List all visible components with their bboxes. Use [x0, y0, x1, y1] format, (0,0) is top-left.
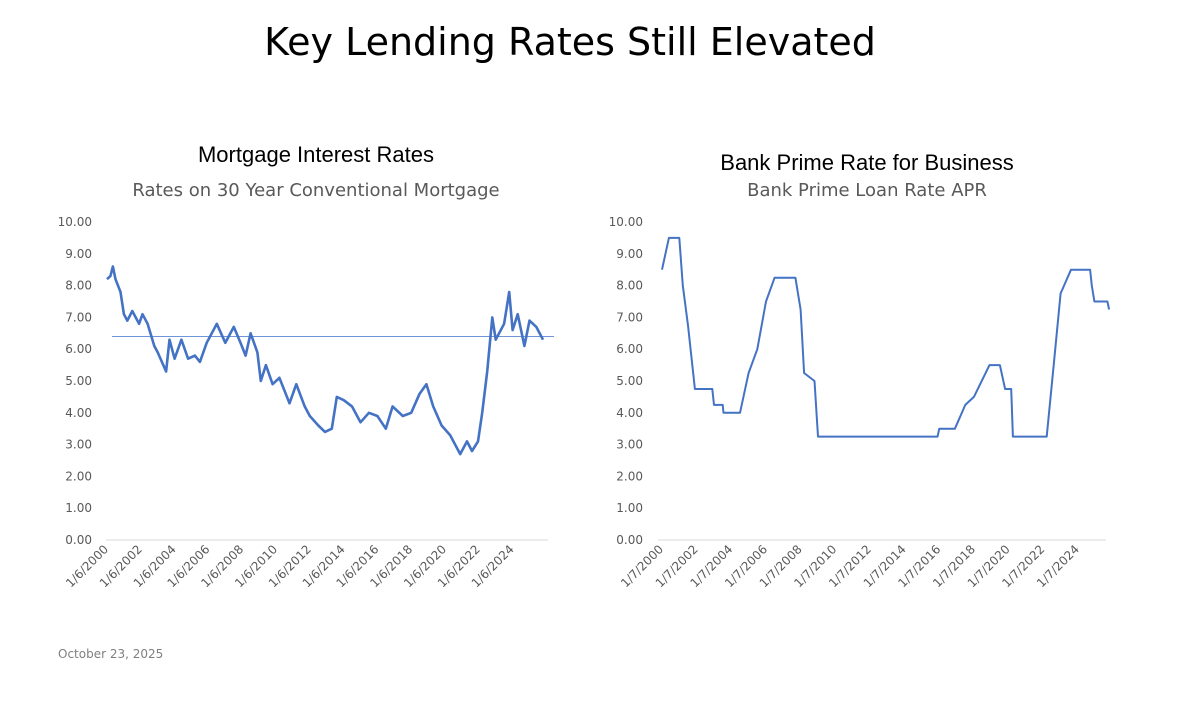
mortgage-y-tick-label: 9.00 [65, 247, 92, 261]
prime-y-tick-label: 0.00 [616, 533, 643, 547]
prime-y-tick-label: 10.00 [609, 215, 643, 229]
slide-title: Key Lending Rates Still Elevated [264, 20, 876, 64]
prime-y-tick-label: 3.00 [616, 438, 643, 452]
prime-y-tick-label: 2.00 [616, 469, 643, 483]
mortgage-y-tick-label: 10.00 [58, 215, 92, 229]
mortgage-chart-subtitle: Rates on 30 Year Conventional Mortgage [132, 180, 500, 201]
mortgage-y-tick-label: 6.00 [65, 342, 92, 356]
mortgage-y-tick-label: 8.00 [65, 279, 92, 293]
prime-series-line [661, 236, 1111, 438]
mortgage-chart-title: Mortgage Interest Rates [197, 142, 434, 167]
prime-y-tick-label: 9.00 [616, 247, 643, 261]
prime-y-tick-label: 4.00 [616, 406, 643, 420]
mortgage-y-tick-label: 7.00 [65, 310, 92, 324]
slide-date: October 23, 2025 [58, 647, 164, 661]
prime-chart-subtitle: Bank Prime Loan Rate APR [747, 180, 987, 201]
prime-y-tick-label: 5.00 [616, 374, 643, 388]
prime-y-tick-label: 6.00 [616, 342, 643, 356]
prime-chart-title: Bank Prime Rate for Business [720, 150, 1014, 175]
prime-y-tick-label: 1.00 [616, 501, 643, 515]
prime-y-tick-label: 7.00 [616, 310, 643, 324]
mortgage-y-tick-label: 0.00 [65, 533, 92, 547]
mortgage-y-tick-label: 1.00 [65, 501, 92, 515]
mortgage-y-tick-label: 4.00 [65, 406, 92, 420]
mortgage-y-tick-label: 3.00 [65, 438, 92, 452]
mortgage-y-tick-label: 2.00 [65, 469, 92, 483]
prime-y-tick-label: 8.00 [616, 279, 643, 293]
mortgage-series-line [106, 265, 545, 456]
mortgage-y-tick-label: 5.00 [65, 374, 92, 388]
